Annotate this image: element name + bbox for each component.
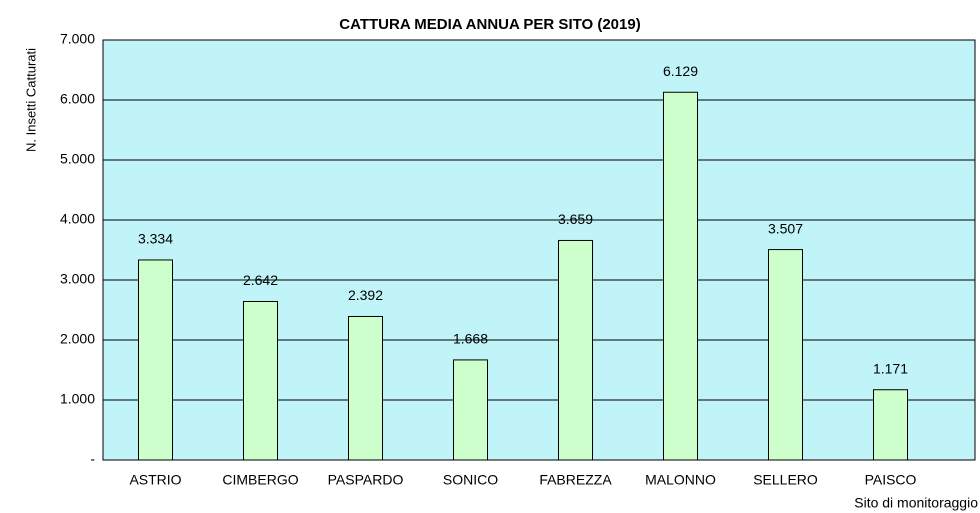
plot-area [103, 40, 975, 460]
plot-border [102, 39, 976, 461]
y-tick-label: 4.000 [60, 211, 95, 227]
x-tick-label: SELLERO [753, 472, 818, 488]
y-tick-label: 6.000 [60, 91, 95, 107]
x-tick-label: MALONNO [645, 472, 716, 488]
value-label: 2.392 [348, 287, 383, 303]
y-tick-label: 3.000 [60, 271, 95, 287]
bar [243, 300, 278, 461]
x-tick-label: PAISCO [865, 472, 917, 488]
value-label: 2.642 [243, 272, 278, 288]
value-label: 1.668 [453, 331, 488, 347]
chart-title: CATTURA MEDIA ANNUA PER SITO (2019) [339, 16, 640, 33]
bar [663, 91, 698, 461]
value-label: 3.507 [768, 220, 803, 236]
y-tick-label: - [90, 451, 95, 467]
value-label: 6.129 [663, 63, 698, 79]
x-tick-label: ASTRIO [129, 472, 181, 488]
x-axis-label: Sito di monitoraggio [854, 495, 978, 511]
bar [873, 389, 908, 461]
x-tick-label: SONICO [443, 472, 498, 488]
y-tick-label: 5.000 [60, 151, 95, 167]
x-tick-label: FABREZZA [539, 472, 612, 488]
value-label: 3.334 [138, 231, 173, 247]
y-tick-label: 2.000 [60, 331, 95, 347]
x-tick-label: CIMBERGO [222, 472, 298, 488]
x-tick-label: PASPARDO [328, 472, 404, 488]
y-tick-label: 7.000 [60, 31, 95, 47]
y-axis-label: N. Insetti Catturati [23, 48, 38, 152]
bar [768, 249, 803, 461]
bar [558, 239, 593, 461]
value-label: 3.659 [558, 211, 593, 227]
value-label: 1.171 [873, 360, 908, 376]
bar [348, 315, 383, 461]
y-tick-label: 1.000 [60, 391, 95, 407]
bar [138, 259, 173, 461]
bar [453, 359, 488, 461]
